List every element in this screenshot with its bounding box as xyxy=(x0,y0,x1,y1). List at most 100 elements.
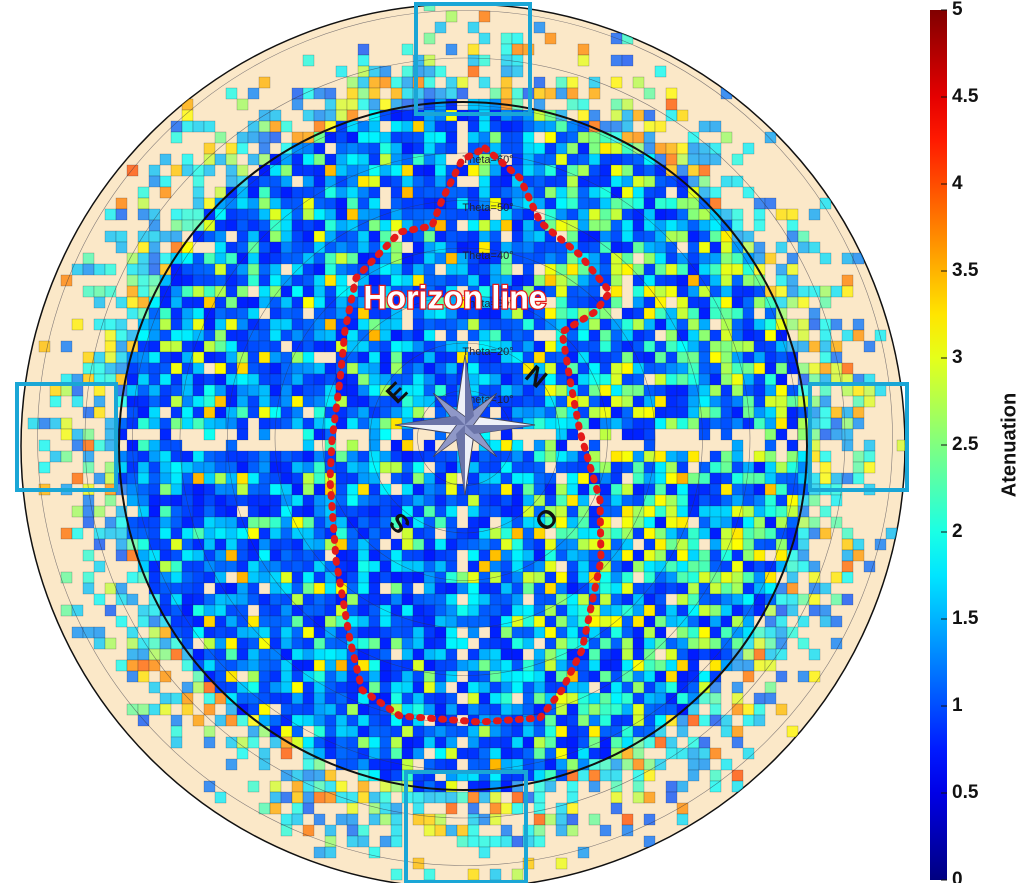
cell xyxy=(204,660,215,671)
cell xyxy=(116,341,127,352)
cell xyxy=(468,726,479,737)
cell xyxy=(677,594,688,605)
cell xyxy=(633,209,644,220)
cell xyxy=(138,187,149,198)
cell xyxy=(545,539,556,550)
cell xyxy=(314,594,325,605)
cell xyxy=(677,517,688,528)
cell xyxy=(259,638,270,649)
cell xyxy=(358,187,369,198)
cell xyxy=(226,638,237,649)
cell xyxy=(336,297,347,308)
cell xyxy=(336,220,347,231)
cell xyxy=(589,341,600,352)
cell xyxy=(292,550,303,561)
cell xyxy=(347,726,358,737)
cell xyxy=(589,253,600,264)
cell xyxy=(314,275,325,286)
cell xyxy=(204,264,215,275)
cell xyxy=(215,396,226,407)
cell xyxy=(468,572,479,583)
cell xyxy=(479,649,490,660)
cell xyxy=(391,814,402,825)
cell xyxy=(105,341,116,352)
cell xyxy=(435,253,446,264)
cell xyxy=(369,220,380,231)
cell xyxy=(655,297,666,308)
cell xyxy=(776,385,787,396)
cell xyxy=(743,748,754,759)
cell xyxy=(787,264,798,275)
cell xyxy=(281,814,292,825)
cell xyxy=(567,77,578,88)
cell xyxy=(512,253,523,264)
cell xyxy=(402,429,413,440)
cell xyxy=(820,462,831,473)
cell xyxy=(314,396,325,407)
cell xyxy=(765,495,776,506)
cell xyxy=(369,792,380,803)
cell xyxy=(138,418,149,429)
cell xyxy=(182,319,193,330)
cell xyxy=(754,319,765,330)
cell xyxy=(721,605,732,616)
cell xyxy=(710,693,721,704)
cell xyxy=(369,429,380,440)
cell xyxy=(556,583,567,594)
cell xyxy=(226,242,237,253)
cell xyxy=(149,319,160,330)
cell xyxy=(556,638,567,649)
cell xyxy=(160,363,171,374)
cell xyxy=(754,572,765,583)
cell xyxy=(281,506,292,517)
cell xyxy=(644,693,655,704)
cell xyxy=(589,407,600,418)
cell xyxy=(94,561,105,572)
cell xyxy=(501,495,512,506)
cell xyxy=(347,231,358,242)
cell xyxy=(534,440,545,451)
cell xyxy=(732,660,743,671)
cell xyxy=(358,352,369,363)
cell xyxy=(314,209,325,220)
cell xyxy=(424,781,435,792)
cell xyxy=(688,154,699,165)
cell xyxy=(424,187,435,198)
cell xyxy=(787,451,798,462)
cell xyxy=(193,385,204,396)
cell xyxy=(149,627,160,638)
cell xyxy=(259,242,270,253)
cell xyxy=(303,539,314,550)
cell xyxy=(556,396,567,407)
cell xyxy=(171,605,182,616)
cell xyxy=(149,517,160,528)
cell xyxy=(281,319,292,330)
cell xyxy=(259,693,270,704)
cell xyxy=(446,561,457,572)
cell xyxy=(743,143,754,154)
cell xyxy=(149,451,160,462)
cell xyxy=(248,231,259,242)
cell xyxy=(237,583,248,594)
cell xyxy=(743,385,754,396)
cell xyxy=(171,297,182,308)
cell xyxy=(534,253,545,264)
cell xyxy=(193,616,204,627)
cell xyxy=(512,209,523,220)
cell xyxy=(347,154,358,165)
cell xyxy=(336,451,347,462)
cell xyxy=(644,88,655,99)
cell xyxy=(83,253,94,264)
cell xyxy=(831,418,842,429)
cell xyxy=(622,517,633,528)
cell xyxy=(204,451,215,462)
cell xyxy=(215,242,226,253)
cell xyxy=(369,88,380,99)
cell xyxy=(116,594,127,605)
cell xyxy=(248,583,259,594)
cell xyxy=(369,198,380,209)
cell xyxy=(270,407,281,418)
cell xyxy=(215,484,226,495)
cell xyxy=(424,682,435,693)
cell xyxy=(193,495,204,506)
